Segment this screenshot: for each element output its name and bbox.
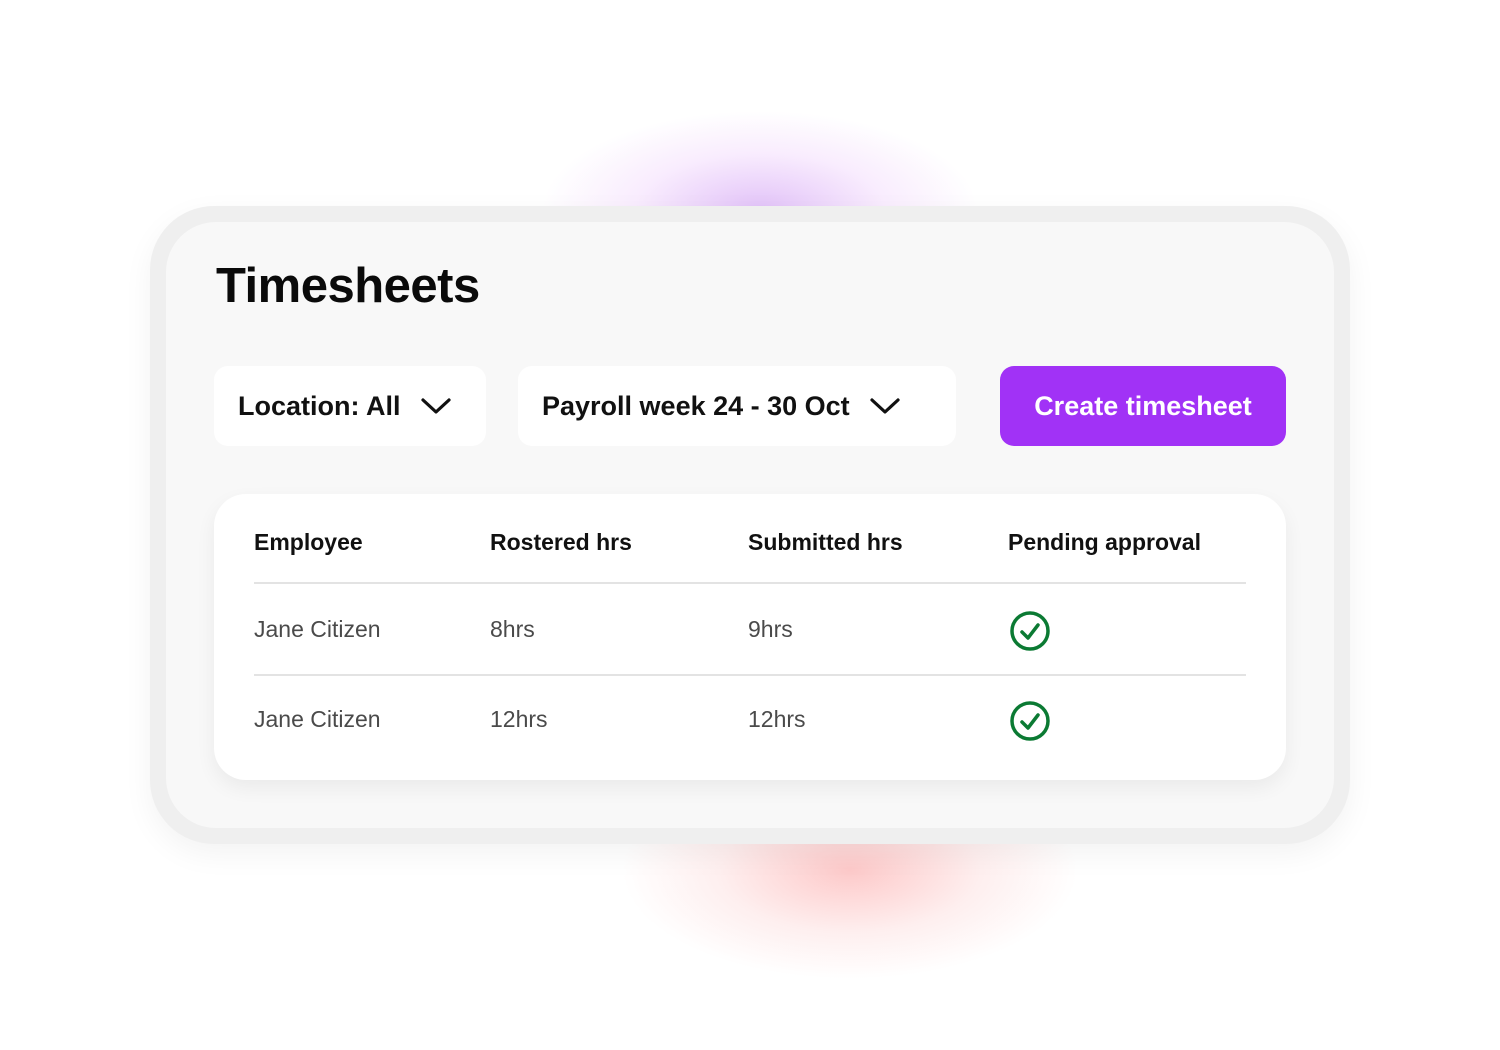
table-row[interactable]: Jane Citizen 8hrs 9hrs: [254, 584, 1246, 676]
column-header-rostered-hrs[interactable]: Rostered hrs: [490, 528, 632, 555]
timesheets-panel: Timesheets Location: All Payroll week 24…: [166, 222, 1334, 828]
payroll-week-dropdown[interactable]: Payroll week 24 - 30 Oct: [518, 366, 956, 446]
table-row[interactable]: Jane Citizen 12hrs 12hrs: [254, 674, 1246, 764]
rostered-hrs-cell: 8hrs: [490, 615, 535, 642]
employee-cell: Jane Citizen: [254, 615, 381, 642]
column-header-employee[interactable]: Employee: [254, 528, 363, 555]
submitted-hrs-cell: 12hrs: [748, 705, 806, 732]
chevron-down-icon: [420, 398, 451, 414]
column-header-submitted-hrs[interactable]: Submitted hrs: [748, 528, 903, 555]
employee-cell: Jane Citizen: [254, 705, 381, 732]
timesheets-window-frame: Timesheets Location: All Payroll week 24…: [150, 206, 1350, 844]
check-circle-icon: [1008, 695, 1052, 743]
create-timesheet-button[interactable]: Create timesheet: [1000, 366, 1286, 446]
chevron-down-icon: [870, 398, 900, 414]
check-circle-icon: [1008, 605, 1052, 653]
rostered-hrs-cell: 12hrs: [490, 705, 548, 732]
page-title: Timesheets: [216, 259, 480, 313]
location-dropdown-label: Location: All: [238, 390, 401, 421]
timesheets-table: Employee Rostered hrs Submitted hrs Pend…: [214, 494, 1286, 780]
column-header-pending-approval[interactable]: Pending approval: [1008, 528, 1201, 555]
location-dropdown[interactable]: Location: All: [214, 366, 486, 446]
submitted-hrs-cell: 9hrs: [748, 615, 793, 642]
payroll-week-dropdown-label: Payroll week 24 - 30 Oct: [542, 390, 850, 421]
table-header-row: Employee Rostered hrs Submitted hrs Pend…: [254, 502, 1246, 584]
